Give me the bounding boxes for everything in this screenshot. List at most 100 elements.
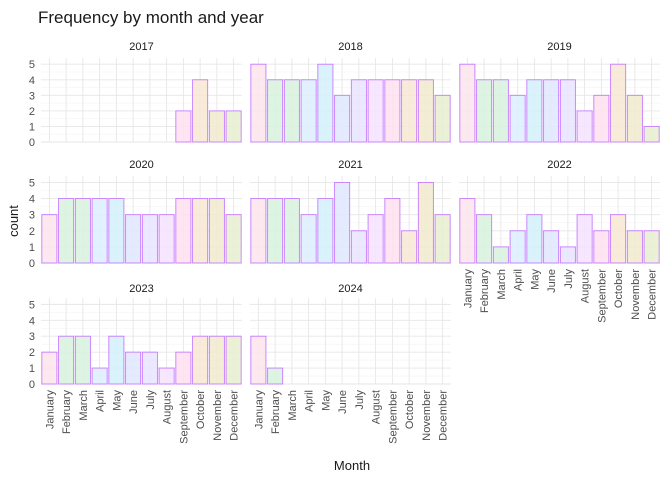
facet-label: 2022 bbox=[547, 159, 571, 171]
bar-2020-october bbox=[192, 198, 209, 264]
facet-label: 2019 bbox=[547, 41, 571, 53]
bar-2022-february bbox=[476, 214, 493, 264]
bar-2021-april bbox=[300, 214, 317, 264]
y-tick-label: 1 bbox=[29, 242, 35, 254]
x-tick-label: August bbox=[580, 269, 592, 303]
y-axis-title: count bbox=[6, 205, 21, 237]
x-tick-label: November bbox=[212, 390, 224, 441]
bar-2020-august bbox=[158, 214, 175, 264]
bar-2018-january bbox=[250, 63, 267, 143]
x-tick-label: April bbox=[95, 390, 107, 412]
bar-2017-november bbox=[208, 110, 225, 143]
facet-label: 2020 bbox=[129, 159, 153, 171]
facet-panel-2023: 2023 0 1 2 3 4 5 January February March April May Ju… bbox=[29, 283, 242, 444]
bar-2021-august bbox=[367, 214, 384, 264]
x-tick-label: February bbox=[61, 390, 73, 435]
bar-2020-february bbox=[58, 198, 75, 264]
x-tick-label: August bbox=[162, 390, 174, 424]
x-tick-label: December bbox=[647, 269, 659, 320]
bar-2021-june bbox=[334, 181, 351, 264]
bar-2022-august bbox=[576, 214, 593, 264]
bar-2023-march bbox=[74, 335, 91, 385]
x-tick-label: September bbox=[596, 269, 608, 323]
x-tick-label: October bbox=[613, 269, 625, 308]
x-tick-label: February bbox=[479, 269, 491, 314]
y-tick-label: 3 bbox=[29, 90, 35, 102]
bar-2019-december bbox=[643, 125, 660, 143]
x-tick-label: September bbox=[178, 390, 190, 444]
y-tick-label: 5 bbox=[29, 177, 35, 189]
x-tick-label: March bbox=[78, 390, 90, 421]
x-tick-label: March bbox=[496, 269, 508, 300]
x-tick-label: May bbox=[111, 390, 123, 411]
bar-2023-april bbox=[91, 367, 108, 385]
y-tick-label: 4 bbox=[29, 194, 35, 206]
bar-2021-july bbox=[350, 230, 367, 264]
x-tick-label: March bbox=[287, 390, 299, 421]
bar-2019-february bbox=[476, 79, 493, 143]
x-tick-label: July bbox=[563, 269, 575, 289]
bar-2020-june bbox=[125, 214, 142, 264]
x-tick-label: January bbox=[253, 390, 265, 430]
facet-label: 2017 bbox=[129, 41, 153, 53]
facet-panel-2019: 2019 bbox=[459, 41, 660, 143]
bar-2022-november bbox=[626, 230, 643, 264]
facet-panel-2024: 2024 January February March April May June July… bbox=[250, 283, 451, 444]
bar-2021-september bbox=[384, 198, 401, 264]
bar-2018-september bbox=[384, 79, 401, 143]
bar-2024-february bbox=[267, 367, 284, 385]
y-tick-label: 2 bbox=[29, 347, 35, 359]
bar-2021-february bbox=[267, 198, 284, 264]
bar-2018-june bbox=[334, 94, 351, 143]
x-tick-label: July bbox=[354, 390, 366, 410]
facet-label: 2018 bbox=[338, 41, 362, 53]
bar-2017-december bbox=[225, 110, 242, 143]
x-tick-label: May bbox=[320, 390, 332, 411]
bar-2018-august bbox=[367, 79, 384, 143]
bar-2018-july bbox=[350, 79, 367, 143]
bar-2019-july bbox=[559, 79, 576, 143]
chart-title: Frequency by month and year bbox=[38, 8, 264, 27]
y-tick-label: 4 bbox=[29, 75, 35, 87]
facet-label: 2024 bbox=[338, 283, 362, 295]
bar-2022-june bbox=[543, 230, 560, 264]
bar-2021-march bbox=[283, 198, 300, 264]
bar-2021-may bbox=[317, 198, 334, 264]
bar-2021-november bbox=[417, 181, 434, 264]
bar-2019-august bbox=[576, 110, 593, 143]
bar-2019-september bbox=[593, 94, 610, 143]
x-tick-label: January bbox=[462, 269, 474, 309]
y-tick-label: 2 bbox=[29, 106, 35, 118]
bar-2019-march bbox=[492, 79, 509, 143]
bar-2022-october bbox=[610, 214, 627, 264]
y-tick-label: 5 bbox=[29, 299, 35, 311]
bar-2018-october bbox=[401, 79, 418, 143]
bar-2018-november bbox=[417, 79, 434, 143]
bar-2023-january bbox=[41, 351, 58, 385]
facet-panel-2020: 2020 0 1 2 3 4 5 bbox=[29, 159, 242, 270]
bar-2019-june bbox=[543, 79, 560, 143]
x-tick-label: May bbox=[529, 269, 541, 290]
bar-2019-january bbox=[459, 63, 476, 143]
bar-2018-december bbox=[434, 94, 451, 143]
bar-2019-october bbox=[610, 63, 627, 143]
bar-2021-january bbox=[250, 198, 267, 264]
facet-panel-2017: 2017 0 1 2 3 4 5 bbox=[29, 41, 242, 149]
bar-2023-august bbox=[158, 367, 175, 385]
facet-panels: 2017 0 1 2 3 4 5 2018 2019 2020 0 1 2 3 4 5 2021 2022 Janu… bbox=[29, 41, 660, 444]
bar-2023-october bbox=[192, 335, 209, 385]
bar-2021-december bbox=[434, 214, 451, 264]
bar-2023-december bbox=[225, 335, 242, 385]
y-tick-label: 0 bbox=[29, 379, 35, 391]
y-tick-label: 2 bbox=[29, 226, 35, 238]
y-tick-label: 1 bbox=[29, 363, 35, 375]
facet-label: 2021 bbox=[338, 159, 362, 171]
bar-2020-july bbox=[141, 214, 158, 264]
x-tick-label: April bbox=[304, 390, 316, 412]
x-tick-label: October bbox=[404, 390, 416, 429]
bar-2020-january bbox=[41, 214, 58, 264]
bar-2022-may bbox=[526, 214, 543, 264]
y-tick-label: 4 bbox=[29, 315, 35, 327]
bar-2023-may bbox=[108, 335, 125, 385]
